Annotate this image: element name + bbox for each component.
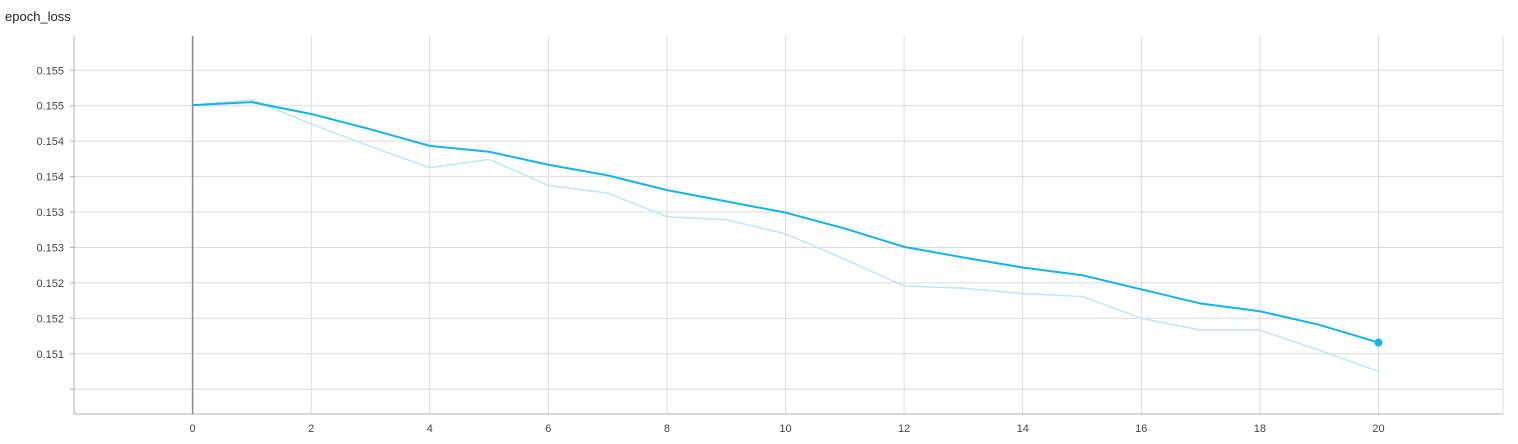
series-lines [192,99,1383,373]
x-tick-label: 18 [1254,423,1266,435]
chart-title: epoch_loss [5,9,71,24]
y-tick-label: 0.152 [36,313,64,325]
x-tick-label: 4 [427,423,433,435]
y-tick-label: 0.154 [36,136,64,148]
x-tick-label: 14 [1017,423,1029,435]
x-tick-label: 20 [1372,423,1384,435]
last-point-marker[interactable] [1374,338,1383,347]
x-tick-label: 12 [898,423,910,435]
x-tick-label: 10 [779,423,791,435]
y-tick-label: 0.155 [36,65,64,77]
raw-series-line [192,99,1379,373]
y-tick-label: 0.152 [36,278,64,290]
tick-labels: 0 2 4 6 8 10 12 14 16 18 20 0.155 0.155 0.154 0.154 0.1… [36,65,1384,435]
y-tick-label: 0.153 [36,207,64,219]
smoothed-series-line [192,101,1379,344]
grid-lines [74,36,1504,414]
x-tick-label: 8 [664,423,670,435]
y-tick-label: 0.154 [36,172,64,184]
y-tick-label: 0.155 [36,101,64,113]
x-tick-label: 6 [545,423,551,435]
y-tick-label: 0.151 [36,349,64,361]
x-tick-label: 16 [1135,423,1147,435]
axes [70,36,1503,415]
y-tick-label: 0.153 [36,242,64,254]
x-tick-label: 0 [190,423,196,435]
x-tick-label: 2 [308,423,314,435]
